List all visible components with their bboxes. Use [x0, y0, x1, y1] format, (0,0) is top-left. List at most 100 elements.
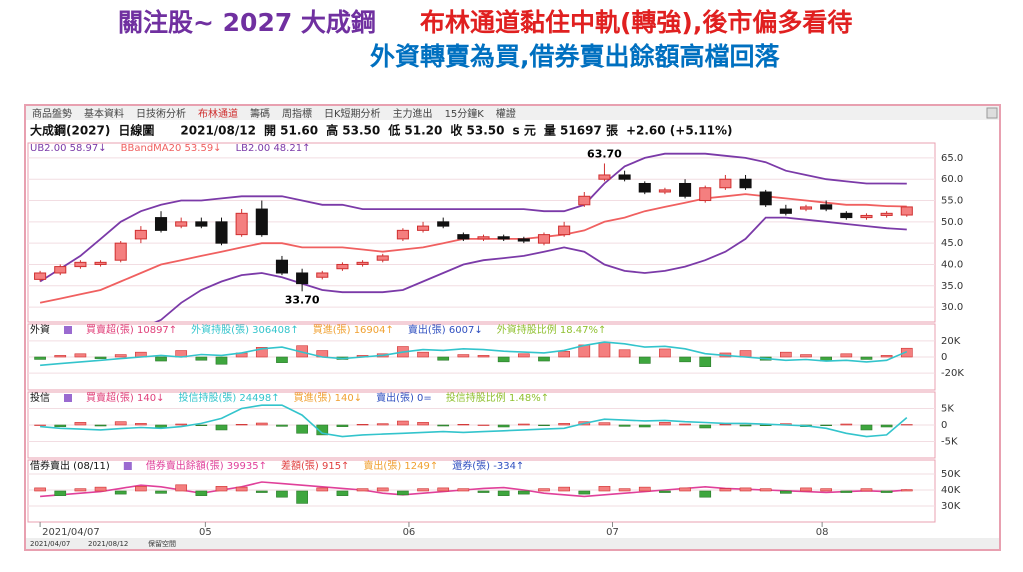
line: [40, 404, 908, 438]
min-label: 33.70: [285, 293, 320, 306]
panel-title: 投信: [30, 391, 50, 404]
x-tick-label: 06: [403, 527, 416, 538]
legend-entry: 外資持股(張) 306408↑: [191, 323, 299, 336]
bar: [135, 486, 147, 492]
y-tick-label: 60.0: [941, 174, 963, 185]
candle-body: [417, 225, 430, 231]
footer-item[interactable]: 保留空間: [148, 539, 176, 548]
toolbar: [26, 106, 999, 120]
tabs: 商品盤勢 基本資料 日技術分析 布林通道 籌碼 周指標 日K短期分析 主力進出 15分鐘K 權證: [32, 107, 516, 120]
bar: [800, 487, 812, 492]
bar: [477, 490, 490, 493]
candle-body: [437, 221, 450, 227]
bar: [195, 356, 208, 361]
panel-icon: [64, 394, 72, 402]
tab[interactable]: 周指標: [282, 107, 312, 120]
panel-title: 借券賣出 (08/11): [30, 459, 110, 472]
tab[interactable]: 日K短期分析: [324, 107, 381, 120]
tab[interactable]: 基本資料: [84, 107, 124, 120]
bar: [437, 424, 450, 427]
candle-body: [34, 272, 47, 280]
bar: [54, 424, 67, 427]
bar: [417, 351, 429, 358]
footer-item[interactable]: 2021/08/12: [88, 540, 128, 548]
bar: [114, 354, 127, 358]
bar: [276, 356, 288, 363]
tab[interactable]: 日技術分析: [136, 107, 186, 120]
bar: [517, 353, 530, 358]
bar: [558, 423, 570, 426]
bar: [578, 490, 591, 495]
bar: [417, 488, 429, 492]
bar: [94, 424, 107, 427]
bar: [235, 486, 248, 492]
candle-body: [195, 221, 208, 227]
bar: [457, 488, 470, 492]
panel-border: [27, 142, 936, 323]
candle-body: [356, 261, 369, 265]
x-tick-label: 07: [606, 527, 619, 538]
bar: [880, 490, 893, 493]
candle-body: [296, 272, 309, 285]
legend-entry: 買進(張) 140↓: [294, 392, 362, 404]
sub-panel: 5K 0 -5K 投信 買賣超(張) 140↓ 投信持股(張) 24498↑ 買進(張) 1…: [27, 391, 958, 459]
candle-body: [275, 259, 289, 274]
candle-body: [215, 221, 228, 244]
y-tick-label: 5K: [941, 404, 954, 415]
tab[interactable]: 權證: [496, 107, 516, 120]
legend-entry: 投信持股(張) 24498↑: [178, 391, 279, 404]
footer: 2021/04/07 2021/08/12 保留空間: [30, 539, 176, 548]
tab[interactable]: 籌碼: [250, 107, 270, 120]
line: [40, 341, 908, 367]
y-tick-label: 30.0: [941, 302, 963, 313]
bar: [336, 490, 349, 496]
candle-body: [558, 225, 571, 236]
candle-body: [799, 206, 813, 210]
bar: [34, 424, 46, 426]
candle-body: [900, 206, 913, 216]
legend-entry: 投信持股比例 1.48%↑: [446, 391, 549, 404]
info-item: s 元: [513, 124, 536, 138]
bar: [34, 356, 46, 360]
candle-body: [618, 174, 631, 180]
plots: 30.0 35.0 40.0 45.0 50.0 55.0 60.0 65.0 63.70 33.…: [27, 142, 964, 538]
candle-body: [154, 217, 168, 231]
bar: [679, 356, 691, 363]
tab[interactable]: 商品盤勢: [32, 107, 72, 120]
bar: [195, 424, 208, 426]
candle-body: [376, 255, 389, 261]
bar: [175, 484, 188, 492]
bar: [699, 424, 712, 429]
bar: [800, 354, 812, 358]
tab[interactable]: 15分鐘K: [445, 107, 485, 120]
bar: [759, 488, 772, 492]
footer-item[interactable]: 2021/04/07: [30, 540, 70, 548]
close-button[interactable]: [986, 107, 998, 119]
bar: [659, 422, 671, 426]
plot-area: [34, 152, 913, 322]
bar: [538, 424, 550, 426]
bar: [457, 354, 470, 358]
tab[interactable]: 主力進出: [393, 107, 433, 120]
legend-entry: 差額(張) 915↑: [281, 459, 349, 472]
bar: [316, 424, 329, 436]
candle-body: [396, 229, 409, 240]
bar: [860, 424, 873, 431]
status-bar: [26, 538, 999, 549]
x-tick-label: 05: [199, 527, 212, 538]
y-tick-label: 40K: [941, 485, 961, 496]
info-item: 低 51.20: [387, 123, 442, 138]
bar: [558, 351, 570, 358]
bar: [558, 486, 570, 492]
bar: [699, 356, 712, 367]
panel-icon: [64, 326, 72, 334]
tab[interactable]: 布林通道: [198, 107, 238, 120]
bar: [880, 355, 893, 358]
bar: [54, 490, 67, 496]
bar: [900, 424, 913, 426]
y-tick-label: 0: [941, 420, 947, 431]
legend-entry: 賣出(張) 6007↓: [408, 323, 483, 336]
bar: [94, 356, 107, 359]
candle-body: [658, 189, 671, 193]
panel-border: [27, 459, 936, 523]
